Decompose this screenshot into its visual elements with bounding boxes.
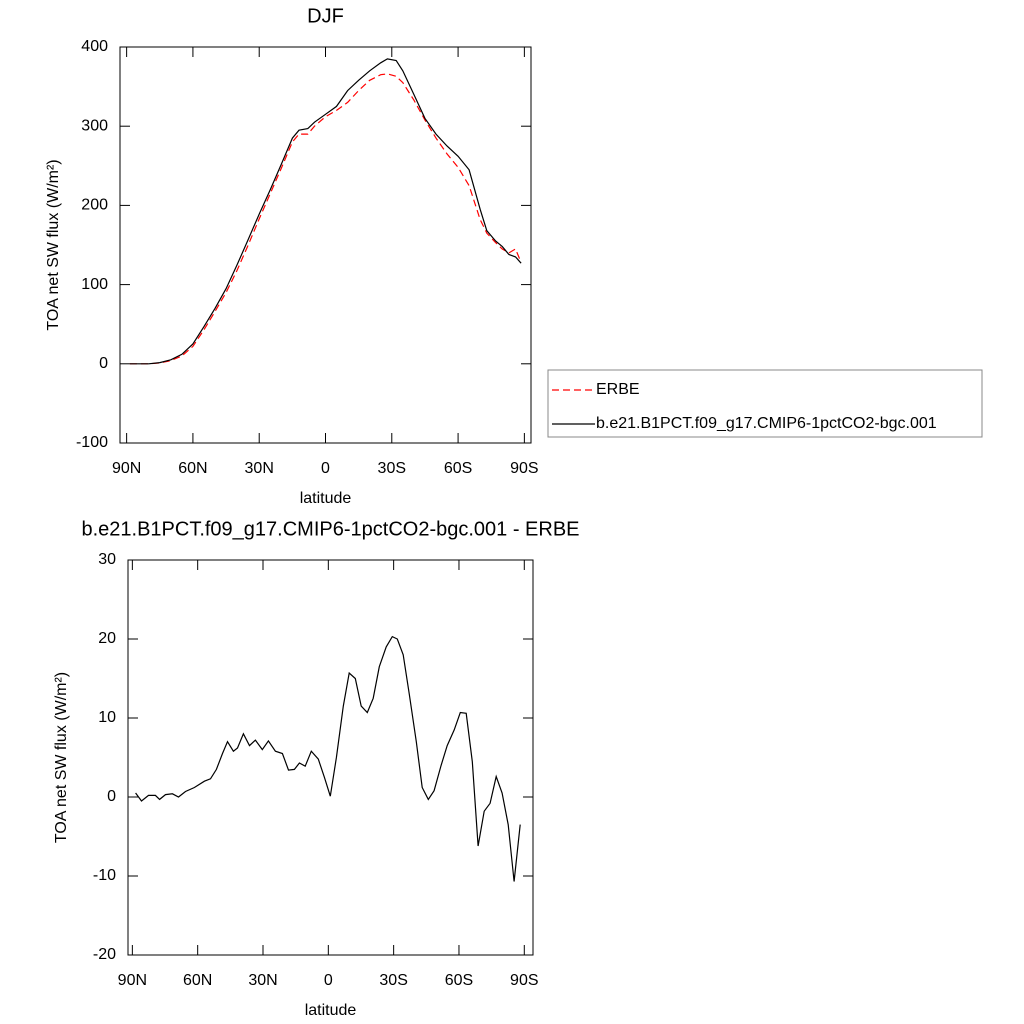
plot-frame <box>127 559 534 956</box>
series-line <box>129 58 522 365</box>
x-tick-label: 30N <box>248 972 277 989</box>
x-tick-label: 30N <box>245 460 274 477</box>
x-tick-label: 0 <box>324 972 333 989</box>
chart-title: b.e21.B1PCT.f09_g17.CMIP6-1pctCO2-bgc.00… <box>81 518 579 540</box>
x-tick-label: 0 <box>321 460 330 477</box>
x-tick-label: 30S <box>378 460 406 477</box>
x-tick-label: 30S <box>379 972 407 989</box>
series-line <box>129 73 522 365</box>
plot-frame <box>119 46 532 444</box>
x-tick-label: 90N <box>118 972 147 989</box>
y-tick-label: 20 <box>98 630 116 647</box>
x-tick-label: 60S <box>445 972 473 989</box>
y-tick-label: 10 <box>98 709 116 726</box>
x-axis-label: latitude <box>300 490 352 507</box>
y-tick-label: 300 <box>81 117 108 134</box>
chart-title: DJF <box>307 5 344 27</box>
y-axis-label: TOA net SW flux (W/m²) <box>45 159 62 330</box>
series-line <box>135 635 521 882</box>
x-tick-label: 60N <box>178 460 207 477</box>
x-tick-label: 60N <box>183 972 212 989</box>
x-axis-label: latitude <box>305 1002 357 1019</box>
y-tick-label: 400 <box>81 38 108 55</box>
y-tick-label: -100 <box>76 434 108 451</box>
y-tick-label: 200 <box>81 197 108 214</box>
legend-label: ERBE <box>596 381 640 398</box>
legend-label: b.e21.B1PCT.f09_g17.CMIP6-1pctCO2-bgc.00… <box>596 415 937 432</box>
y-tick-label: 0 <box>107 788 116 805</box>
x-tick-label: 60S <box>444 460 472 477</box>
x-tick-label: 90N <box>112 460 141 477</box>
x-tick-label: 90S <box>510 460 538 477</box>
x-tick-label: 90S <box>510 972 538 989</box>
y-tick-label: -20 <box>93 946 116 963</box>
y-tick-label: 100 <box>81 276 108 293</box>
y-axis-label: TOA net SW flux (W/m²) <box>53 672 70 843</box>
y-tick-label: 0 <box>99 355 108 372</box>
legend-box <box>547 369 983 438</box>
y-tick-label: 30 <box>98 551 116 568</box>
y-tick-label: -10 <box>93 867 116 884</box>
